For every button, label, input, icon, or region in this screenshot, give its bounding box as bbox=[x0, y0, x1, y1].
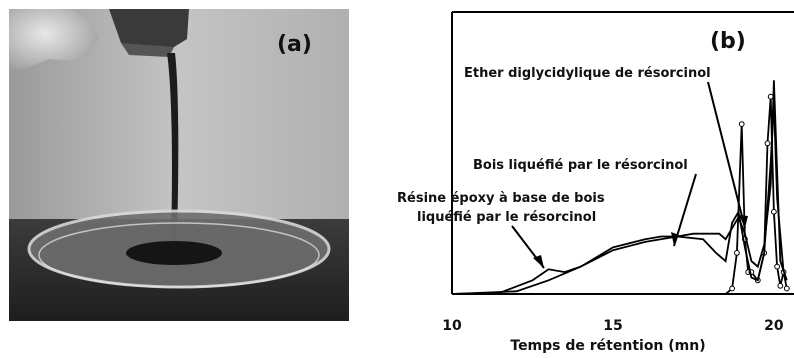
annotation-resine-line1: Résine époxy à base de bois bbox=[397, 191, 605, 206]
bottle bbox=[109, 9, 189, 49]
photo-panel-a: (a) bbox=[9, 9, 349, 321]
series-marker bbox=[729, 285, 736, 292]
x-tick-label: 20 bbox=[764, 318, 784, 334]
series-marker bbox=[771, 208, 777, 215]
series-layer bbox=[451, 80, 790, 295]
series-marker bbox=[764, 140, 771, 147]
pouring-stream bbox=[167, 53, 179, 241]
series-marker bbox=[767, 93, 774, 100]
chromatogram-panel-b: 10 15 20 (b) Ether diglycidylique de résor… bbox=[397, 11, 794, 354]
annotation-ether: Ether diglycidylique de résorcinol bbox=[464, 66, 711, 81]
x-axis-label: Temps de rétention (mn) bbox=[510, 338, 705, 354]
series-marker bbox=[783, 285, 790, 292]
panel-b-label: (b) bbox=[710, 29, 746, 54]
tick-layer: 10 15 20 bbox=[442, 318, 784, 334]
series-marker bbox=[777, 282, 784, 289]
series-marker bbox=[734, 250, 740, 256]
series-marker bbox=[738, 121, 745, 127]
annotation-bois: Bois liquéfié par le résorcinol bbox=[473, 158, 688, 173]
hand bbox=[9, 9, 99, 71]
annotation-arrow-ether bbox=[707, 81, 746, 229]
x-tick-label: 15 bbox=[603, 318, 622, 334]
annotation-resine-line2: liquéfié par le résorcinol bbox=[417, 210, 596, 225]
series-marker bbox=[774, 263, 781, 270]
panel-a-label: (a) bbox=[277, 32, 312, 57]
series-line-2 bbox=[451, 102, 785, 295]
liquid-pool bbox=[126, 241, 222, 265]
annotation-arrow-bois bbox=[673, 173, 697, 247]
x-tick-label: 10 bbox=[442, 318, 462, 334]
